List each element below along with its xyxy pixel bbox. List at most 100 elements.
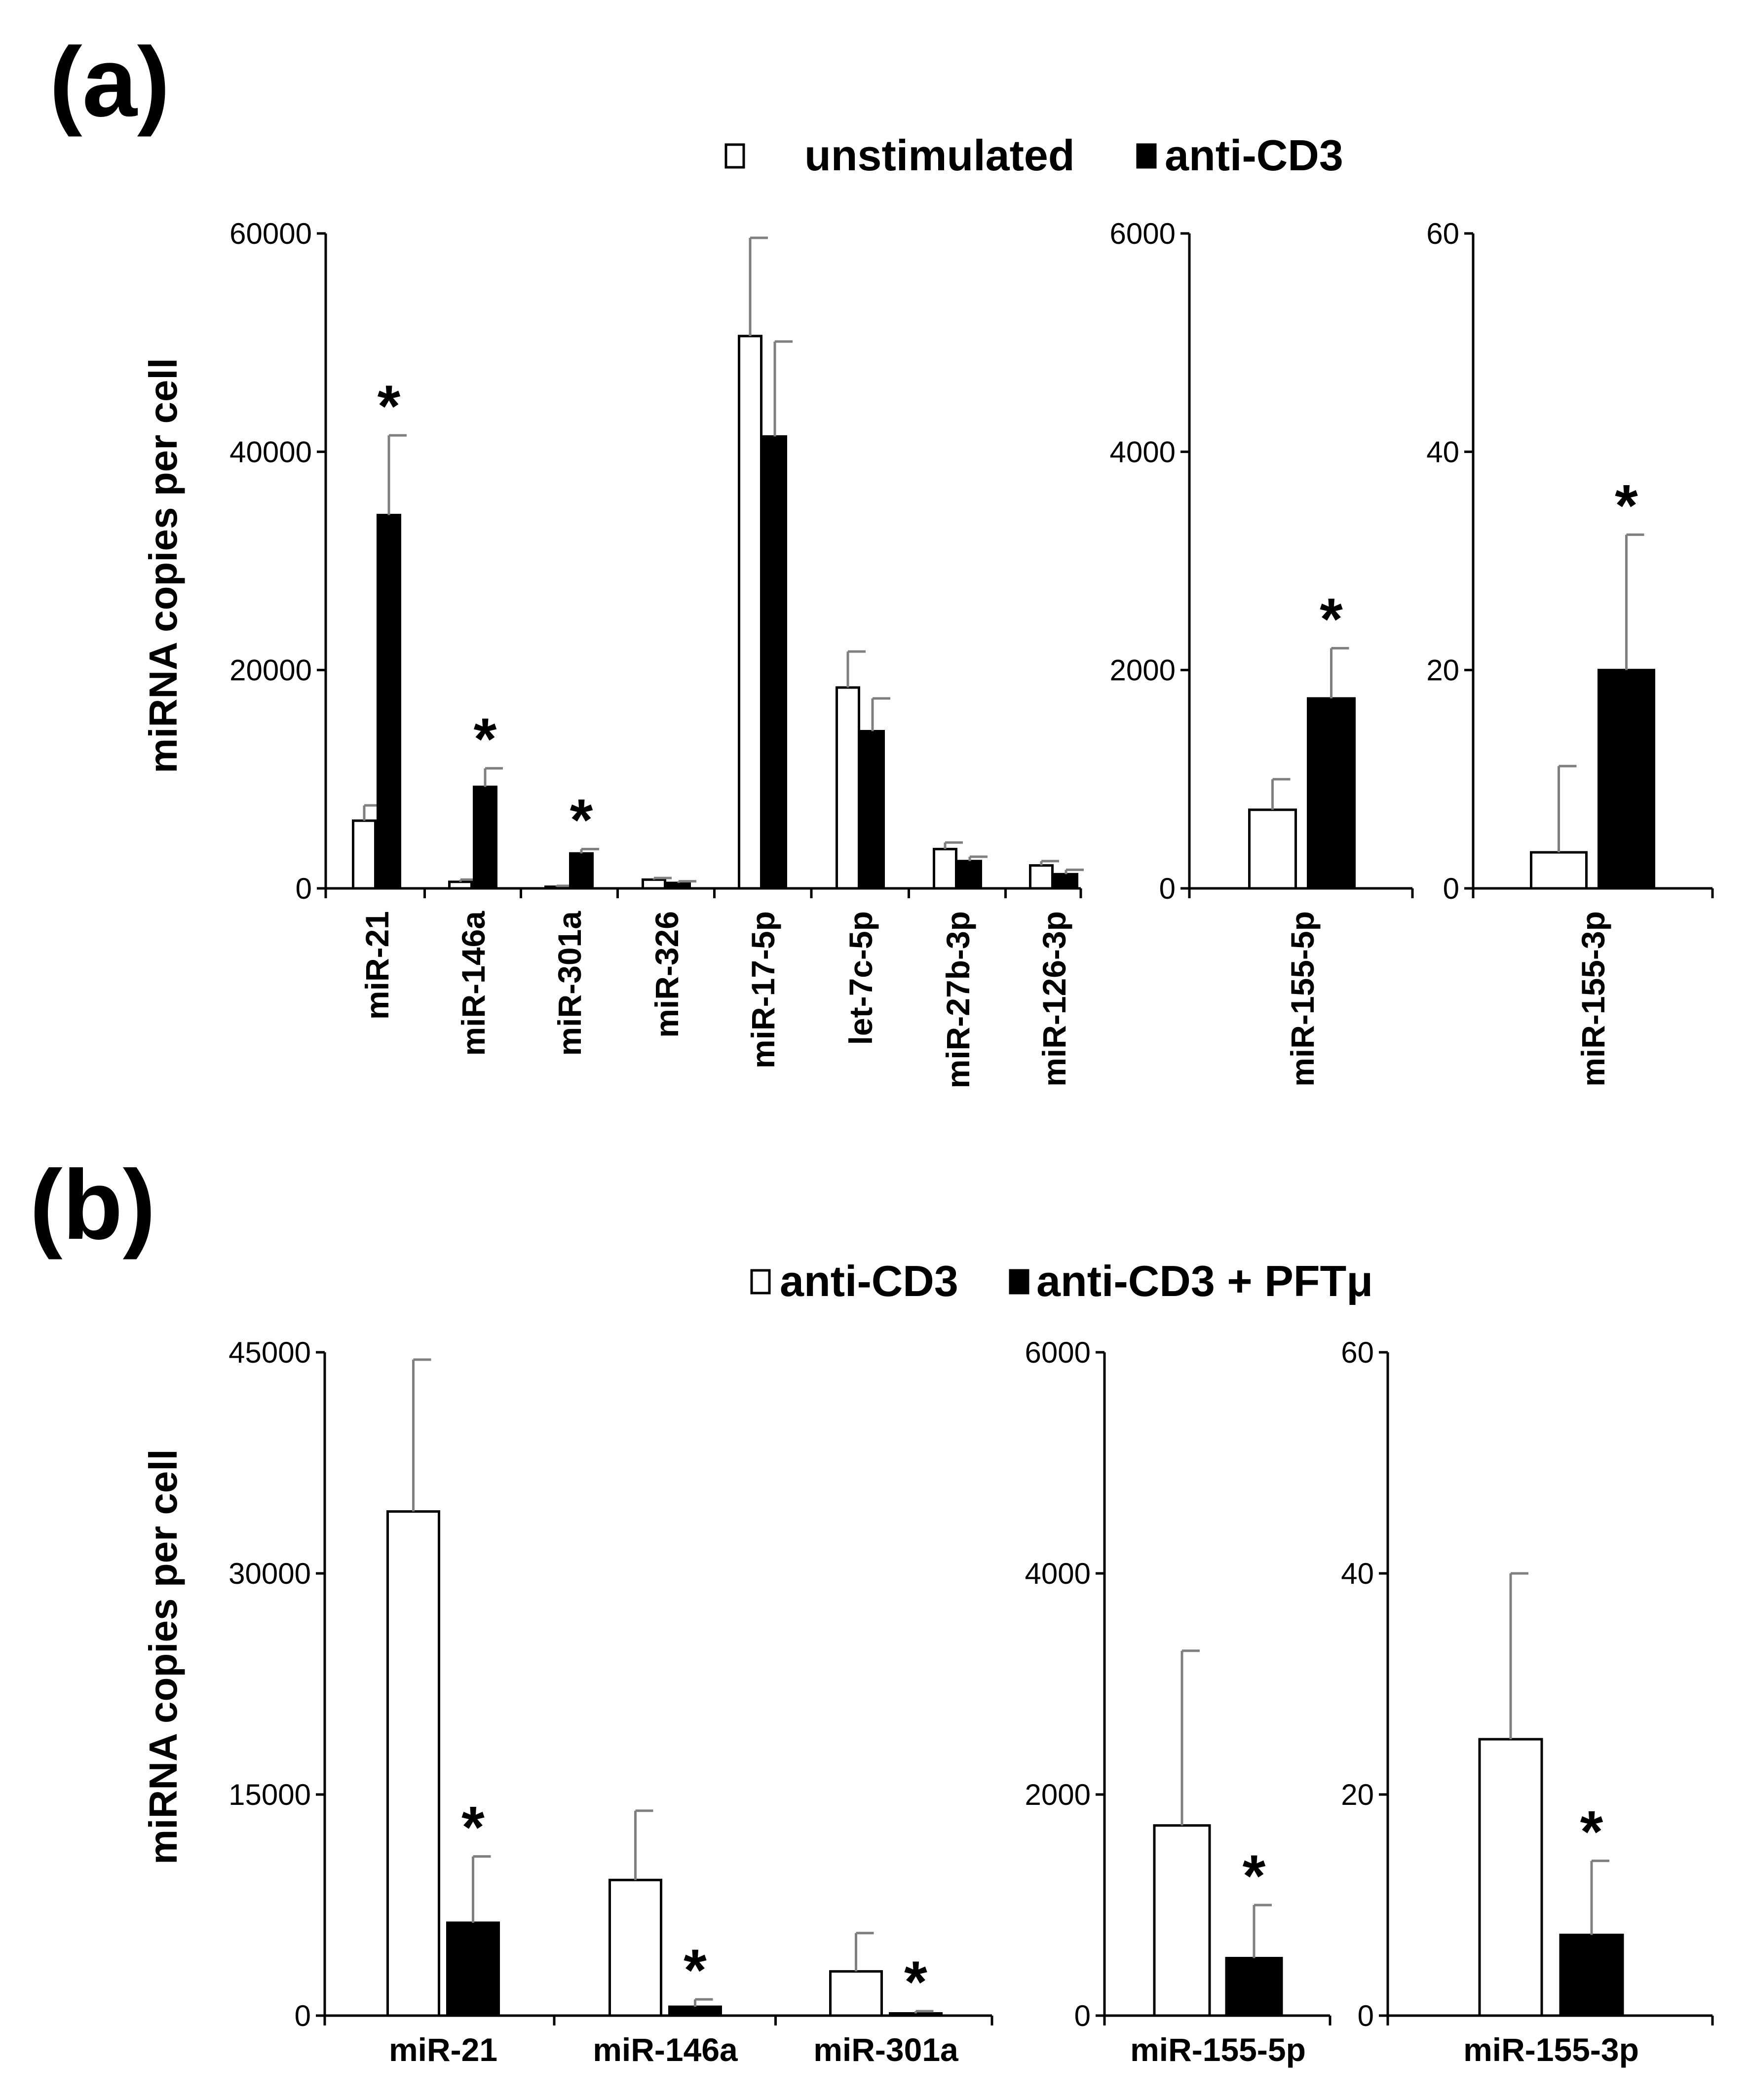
bar-a-miR-126-3p-s1 — [1054, 873, 1078, 890]
y-tick-label: 0 — [1443, 872, 1459, 905]
x-tick-label: miR-155-3p — [1463, 2031, 1639, 2068]
legend-a-label-filled: anti-CD3 — [1165, 131, 1343, 180]
significance-star: * — [378, 373, 401, 439]
y-tick-label: 20 — [1341, 1778, 1374, 1811]
y-tick-label: 20 — [1426, 654, 1459, 687]
bar-a-miR-146a-s0 — [448, 880, 473, 890]
x-tick-label: miR-146a — [593, 2031, 738, 2068]
plot-a-mir155-5p: 0 2000 4000 6000 * miR-155-5p — [1110, 217, 1414, 1087]
bar-a-miR-27b-3p-s0 — [933, 847, 957, 890]
bar-b-miR-21-s1 — [446, 1921, 500, 2017]
bar-a-miR-155-3p-s1 — [1598, 669, 1655, 890]
bar-a-miR-21-s0 — [352, 819, 377, 890]
y-tick-label: 40 — [1426, 435, 1459, 468]
significance-star: * — [1320, 586, 1343, 652]
significance-star: * — [684, 1937, 707, 2003]
x-tick-label: let-7c-5p — [842, 911, 879, 1045]
bar-a-let-7c-5p-s0 — [836, 686, 860, 890]
bar-b-miR-21-s0 — [386, 1510, 440, 2017]
significance-star: * — [1615, 472, 1638, 538]
x-tick-label: miR-155-5p — [1130, 2031, 1306, 2068]
legend-b-label-open: anti-CD3 — [780, 1257, 958, 1305]
x-tick-label: miR-17-5p — [745, 911, 781, 1069]
bar-a-miR-146a-s1 — [473, 785, 497, 890]
bar-a-miR-21-s1 — [377, 514, 401, 890]
y-tick-label: 2000 — [1025, 1778, 1091, 1811]
bar-b-miR-146a-s1 — [668, 2005, 722, 2017]
bar-b-miR-155-5p-s0 — [1153, 1824, 1211, 2017]
bar-a-miR-27b-3p-s1 — [957, 860, 982, 890]
legend-a-swatch-filled — [1136, 143, 1157, 169]
x-tick-label: miR-126-3p — [1036, 911, 1072, 1087]
significance-star: * — [1243, 1843, 1266, 1909]
x-tick-label: miR-146a — [455, 911, 492, 1056]
bar-a-miR-126-3p-s0 — [1029, 864, 1054, 890]
y-tick-label: 4000 — [1025, 1557, 1091, 1590]
plot-b-mir155-3p: 0 20 40 60 * miR-155-3p — [1341, 1336, 1714, 2068]
y-tick-label: 15000 — [228, 1778, 311, 1811]
legend-b-label-filled: anti-CD3 + PFTμ — [1036, 1257, 1373, 1305]
x-tick-label: miR-326 — [648, 911, 685, 1038]
bar-a-miR-301a-s1 — [569, 852, 594, 890]
y-tick-label: 20000 — [229, 654, 312, 687]
bar-a-miR-17-5p-s0 — [738, 335, 762, 890]
x-tick-label: miR-301a — [813, 2031, 959, 2068]
y-tick-label: 0 — [296, 872, 312, 905]
bar-a-miR-326-s0 — [642, 878, 666, 890]
legend-a-label-open: unstimulated — [804, 131, 1075, 180]
x-tick-label: miR-21 — [359, 911, 395, 1020]
legend-b: anti-CD3 anti-CD3 + PFTμ — [750, 1257, 1373, 1305]
legend-b-swatch-filled — [1009, 1269, 1029, 1295]
bar-a-miR-155-5p-s0 — [1248, 808, 1297, 890]
y-tick-label: 40000 — [229, 435, 312, 468]
x-tick-label: miR-155-5p — [1284, 911, 1321, 1087]
y-tick-label: 4000 — [1110, 435, 1176, 468]
significance-star: * — [570, 787, 593, 853]
y-tick-label: 6000 — [1110, 217, 1176, 250]
y-axis-title-b: miRNA copies per cell — [141, 1449, 185, 1865]
panel-a-letter: (a) — [49, 27, 170, 137]
significance-star: * — [461, 1794, 485, 1860]
bar-b-miR-155-5p-s1 — [1225, 1957, 1283, 2017]
x-tick-label: miR-301a — [551, 911, 588, 1056]
y-tick-label: 0 — [1074, 1999, 1091, 2032]
panel-b-letter: (b) — [30, 1150, 155, 1260]
y-tick-label: 0 — [1358, 1999, 1374, 2032]
y-tick-label: 0 — [1159, 872, 1176, 905]
legend-a: unstimulated anti-CD3 — [724, 131, 1343, 180]
y-tick-label: 60 — [1426, 217, 1459, 250]
bar-a-miR-155-5p-s1 — [1307, 697, 1356, 890]
legend-b-swatch-open — [750, 1269, 771, 1295]
bar-a-miR-326-s1 — [666, 881, 691, 890]
legend-a-swatch-open — [724, 143, 745, 169]
y-axis-title-a: miRNA copies per cell — [141, 358, 185, 773]
bar-a-miR-155-3p-s0 — [1530, 851, 1588, 890]
plot-a-mir155-3p: 0 20 40 60 * miR-155-3p — [1426, 217, 1714, 1087]
bar-a-let-7c-5p-s1 — [860, 730, 885, 890]
plot-a-main: 0 20000 40000 60000 * miR-21 * miR-146a * miR-301… — [229, 217, 1084, 1088]
x-tick-label: miR-21 — [389, 2031, 497, 2068]
y-tick-label: 60 — [1341, 1336, 1374, 1369]
plot-b-main: 0 15000 30000 45000 * miR-21 * miR-146a * miR-301… — [228, 1336, 993, 2068]
panel-b: (b) anti-CD3 anti-CD3 + PFTμ miRNA copie… — [30, 1150, 1714, 2068]
y-tick-label: 6000 — [1025, 1336, 1091, 1369]
bar-a-miR-17-5p-s1 — [762, 435, 787, 890]
plot-b-mir155-5p: 0 2000 4000 6000 * miR-155-5p — [1025, 1336, 1332, 2068]
y-tick-label: 45000 — [228, 1336, 311, 1369]
x-tick-label: miR-27b-3p — [940, 911, 976, 1088]
y-tick-label: 60000 — [229, 217, 312, 250]
significance-star: * — [904, 1949, 927, 2015]
significance-star: * — [1580, 1798, 1603, 1865]
bar-b-miR-301a-s0 — [829, 1970, 883, 2017]
significance-star: * — [474, 706, 497, 772]
y-tick-label: 30000 — [228, 1557, 311, 1590]
x-tick-label: miR-155-3p — [1575, 911, 1611, 1087]
bar-b-miR-155-3p-s0 — [1478, 1738, 1543, 2017]
y-tick-label: 0 — [295, 1999, 311, 2032]
panel-a: (a) unstimulated anti-CD3 miRNA copies p… — [49, 27, 1714, 1088]
y-tick-label: 40 — [1341, 1557, 1374, 1590]
bar-b-miR-155-3p-s1 — [1559, 1933, 1624, 2017]
bar-b-miR-146a-s0 — [609, 1878, 662, 2017]
y-tick-label: 2000 — [1110, 654, 1176, 687]
